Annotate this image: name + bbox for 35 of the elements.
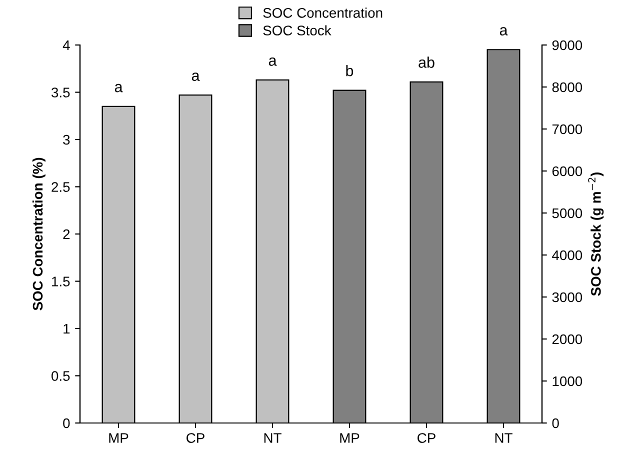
data-label: a: [500, 27, 508, 36]
y2-tick-label: 8000: [552, 82, 582, 92]
y2-tick-label: 2000: [552, 334, 582, 344]
y2-tick-label: 4000: [552, 250, 582, 260]
data-label: ab: [418, 56, 434, 68]
x-tick-label: NT: [495, 433, 512, 443]
y-tick-label: 0.5: [52, 371, 70, 381]
x-tick-label: MP: [109, 433, 128, 443]
x-tick-label: MP: [340, 433, 360, 443]
y-tick-label: 3: [63, 134, 70, 145]
y2-tick-label: 5000: [552, 208, 582, 218]
y2-axis-title: SOC Stock (g m$^{−2}$): [588, 172, 604, 296]
y-axis-title: SOC Concentration (%): [32, 158, 46, 310]
x-tick-label: NT: [264, 433, 282, 443]
y-tick-label: 4: [62, 40, 70, 50]
y-tick-label: 2: [63, 229, 70, 240]
y2-tick-label: 1000: [552, 376, 582, 386]
y-tick-label: 2.5: [52, 182, 70, 192]
y2-tick-label: 9000: [552, 40, 582, 50]
legend-label: SOC Concentration: [263, 8, 382, 18]
data-label: b: [346, 65, 354, 76]
y-tick-label: 1.5: [52, 276, 70, 286]
y-tick-label: 0: [63, 418, 70, 428]
y-tick-label: 1: [64, 324, 70, 334]
data-label: a: [114, 84, 123, 92]
y2-tick-label: 6000: [552, 166, 582, 176]
x-tick-label: CP: [186, 433, 204, 443]
y-tick-label: 3.5: [52, 88, 70, 98]
data-label: a: [268, 57, 277, 66]
y2-tick-label: 0: [552, 418, 559, 428]
y2-tick-label: 3000: [552, 292, 582, 302]
legend-label: SOC Stock: [263, 25, 332, 36]
x-tick-label: CP: [418, 433, 436, 443]
y2-tick-label: 7000: [552, 124, 582, 134]
data-label: a: [192, 72, 200, 81]
